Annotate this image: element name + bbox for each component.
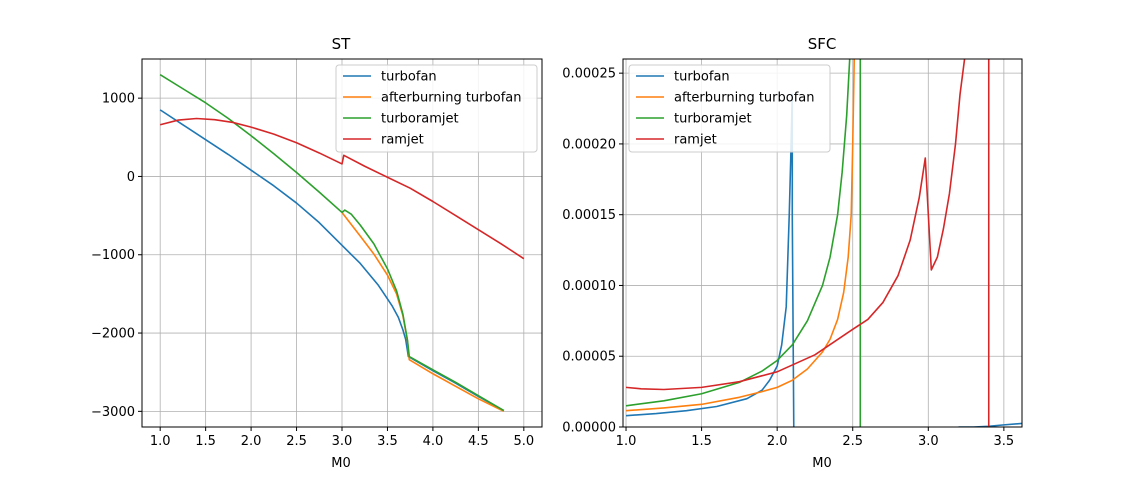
y-tick-label-sfc: 0.00025 xyxy=(562,67,616,82)
chart-title-st: ST xyxy=(332,35,352,53)
series-line-afterburning-turbofan xyxy=(625,59,856,412)
series-line-ramjet xyxy=(625,59,990,427)
series-line-turbofan xyxy=(159,109,505,412)
legend-box-sfc xyxy=(628,64,831,153)
y-tick-label-st: −1000 xyxy=(91,248,135,263)
x-tick-label-st: 4.5 xyxy=(468,434,489,449)
legend-label-afterburning-turbofan: afterburning turbofan xyxy=(381,91,522,106)
x-tick-label-st: 5.0 xyxy=(513,434,534,449)
y-tick-label-st: 0 xyxy=(127,170,135,185)
y-tick-label-st: 1000 xyxy=(102,92,135,107)
chart-st: ST M0 1.0 1.5 2.0 2.5 3.0 3.5 4.0 4.5 5.0 1000 0 −1… xyxy=(91,35,543,471)
y-tick-label-st: −3000 xyxy=(91,405,135,420)
x-axis-label-st: M0 xyxy=(331,456,351,471)
legend-label-turboramjet: turboramjet xyxy=(381,112,459,127)
chart-title-sfc: SFC xyxy=(808,35,837,53)
legend-label-ramjet: ramjet xyxy=(381,133,424,148)
y-tick-label-sfc: 0.00020 xyxy=(562,137,616,152)
series-group-st xyxy=(159,73,525,413)
y-tick-label-sfc: 0.00010 xyxy=(562,279,616,294)
y-tick-label-st: −2000 xyxy=(91,327,135,342)
x-tick-label-sfc: 1.0 xyxy=(616,434,637,449)
legend-label-turbofan: turbofan xyxy=(674,70,730,85)
legend-label-turbofan: turbofan xyxy=(381,70,437,85)
x-axis-label-sfc: M0 xyxy=(812,456,832,471)
legend-sfc: turbofan afterburning turbofan turboramjet… xyxy=(628,64,831,153)
x-tick-label-st: 2.5 xyxy=(286,434,307,449)
x-tick-label-st: 2.0 xyxy=(241,434,262,449)
series-line-turboramjet xyxy=(159,73,505,412)
plot-frame-sfc xyxy=(622,58,1023,428)
plot-frame-st xyxy=(141,58,543,428)
x-tick-label-sfc: 3.0 xyxy=(918,434,939,449)
legend-st: turbofan afterburning turbofan turboramjet… xyxy=(335,64,538,153)
x-tick-label-st: 4.0 xyxy=(423,434,444,449)
y-tick-label-sfc: 0.00000 xyxy=(562,421,616,436)
x-tick-label-sfc: 2.0 xyxy=(767,434,788,449)
series-group-sfc xyxy=(625,59,1022,427)
chart-sfc: SFC M0 1.0 1.5 2.0 2.5 3.0 3.5 0.00000 0.00005 0… xyxy=(562,35,1023,471)
legend-label-ramjet: ramjet xyxy=(674,133,717,148)
series-line-ramjet xyxy=(159,117,525,260)
legend-label-afterburning-turbofan: afterburning turbofan xyxy=(674,91,815,106)
x-tick-label-st: 1.0 xyxy=(150,434,171,449)
x-tick-label-sfc: 1.5 xyxy=(691,434,712,449)
y-tick-label-sfc: 0.00005 xyxy=(562,350,616,365)
legend-box-st xyxy=(335,64,538,153)
series-line-afterburning-turbofan xyxy=(341,211,505,413)
y-tick-label-sfc: 0.00015 xyxy=(562,208,616,223)
x-tick-label-st: 3.0 xyxy=(332,434,353,449)
x-tick-label-sfc: 3.5 xyxy=(994,434,1015,449)
x-tick-label-sfc: 2.5 xyxy=(842,434,863,449)
x-tick-label-st: 1.5 xyxy=(195,434,216,449)
x-tick-label-st: 3.5 xyxy=(377,434,398,449)
series-line-turboramjet xyxy=(625,59,862,427)
legend-label-turboramjet: turboramjet xyxy=(674,112,752,127)
